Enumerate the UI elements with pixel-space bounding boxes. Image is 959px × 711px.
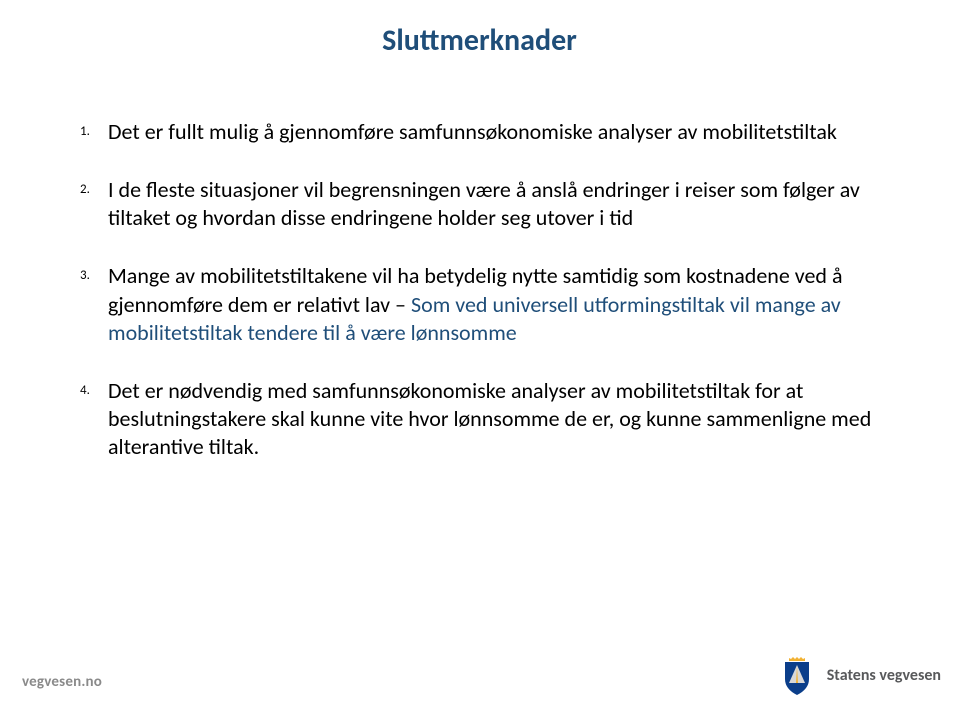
page-title: Sluttmerknader <box>0 0 959 59</box>
footer-brand-name: Statens vegvesen <box>827 666 941 685</box>
list-text: Det er fullt mulig å gjennomføre samfunn… <box>108 118 837 146</box>
list-item: 3. Mange av mobilitetstiltakene vil ha b… <box>80 262 889 346</box>
footer-brand: Statens vegvesen <box>775 653 941 697</box>
footer-url: vegvesen.no <box>22 673 102 691</box>
list-number: 3. <box>80 262 108 283</box>
list-number: 2. <box>80 176 108 197</box>
list-item: 2. I de fleste situasjoner vil begrensni… <box>80 176 889 232</box>
list-number: 4. <box>80 377 108 398</box>
list-text: Mange av mobilitetstiltakene vil ha bety… <box>108 262 889 346</box>
list-text: I de fleste situasjoner vil begrensninge… <box>108 176 889 232</box>
list-text: Det er nødvendig med samfunnsøkonomiske … <box>108 377 889 461</box>
slide-body: 1. Det er fullt mulig å gjennomføre samf… <box>80 118 889 491</box>
list-item: 4. Det er nødvendig med samfunnsøkonomis… <box>80 377 889 461</box>
vegvesen-logo-icon <box>775 653 819 697</box>
list-item: 1. Det er fullt mulig å gjennomføre samf… <box>80 118 889 146</box>
list-number: 1. <box>80 118 108 139</box>
